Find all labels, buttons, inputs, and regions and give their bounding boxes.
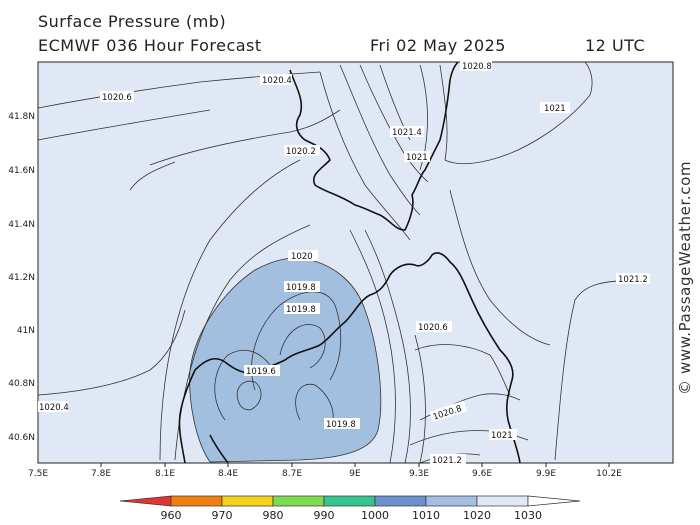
colorbar-segment — [374, 495, 427, 507]
colorbar-label: 970 — [212, 509, 233, 522]
forecast-subtitle: ECMWF 036 Hour Forecast — [38, 36, 262, 55]
svg-text:1019.8: 1019.8 — [286, 305, 316, 315]
x-tick-label: 10.2E — [596, 469, 622, 479]
svg-text:1021.4: 1021.4 — [392, 128, 422, 138]
svg-text:1020.6: 1020.6 — [102, 93, 132, 103]
isobar-label: 1021.2 — [430, 454, 466, 466]
svg-text:1021: 1021 — [544, 104, 566, 114]
svg-text:1019.8: 1019.8 — [286, 283, 316, 293]
x-tick-label: 9.6E — [472, 469, 492, 479]
x-tick-label: 7.8E — [91, 469, 111, 479]
colorbar-segment — [170, 495, 223, 507]
colorbar-label: 1010 — [412, 509, 440, 522]
svg-text:1021: 1021 — [491, 431, 513, 441]
isobar-label: 1021.4 — [390, 126, 424, 138]
colorbar-label: 990 — [314, 509, 335, 522]
y-tick-label: 40.6N — [8, 433, 35, 443]
colorbar-segment — [425, 495, 478, 507]
svg-text:1019.8: 1019.8 — [326, 420, 356, 430]
colorbar-label: 1000 — [361, 509, 389, 522]
colorbar-label: 960 — [161, 509, 182, 522]
svg-text:1020.4: 1020.4 — [262, 76, 292, 86]
svg-text:1021.2: 1021.2 — [618, 275, 648, 285]
x-axis-labels: 7.5E 7.8E 8.1E 8.4E 8.7E 9E 9.3E 9.6E 9.… — [28, 469, 622, 479]
y-tick-label: 41.8N — [8, 112, 35, 122]
isobar-label: 1021 — [489, 429, 517, 441]
y-tick-label: 40.8N — [8, 379, 35, 389]
svg-text:1020.4: 1020.4 — [39, 403, 69, 413]
isobar-label: 1020.2 — [284, 145, 320, 157]
colorbar-segment — [272, 495, 325, 507]
isobar-label: 1019.8 — [284, 281, 320, 293]
x-tick-label: 8.1E — [155, 469, 175, 479]
isobar-label: 1021 — [404, 151, 430, 163]
colorbar-label: 1020 — [463, 509, 491, 522]
isobar-label: 1020.4 — [38, 401, 69, 413]
colorbar-segment — [527, 495, 581, 507]
colorbar-segment — [476, 495, 529, 507]
isobar-label: 1020.8 — [460, 60, 492, 72]
map-title: Surface Pressure (mb) — [38, 12, 227, 31]
svg-text:1020.2: 1020.2 — [286, 147, 316, 157]
y-tick-label: 41.6N — [8, 166, 35, 176]
isobar-label: 1021 — [540, 102, 570, 114]
x-tick-label: 9.3E — [409, 469, 429, 479]
isobar-label: 1020.6 — [100, 91, 134, 103]
y-tick-label: 41.4N — [8, 220, 35, 230]
svg-text:1019.6: 1019.6 — [246, 367, 276, 377]
colorbar-label: 980 — [263, 509, 284, 522]
isobar-label: 1019.6 — [244, 365, 280, 377]
forecast-time: 12 UTC — [585, 36, 646, 55]
isobar-label: 1019.8 — [324, 418, 360, 430]
colorbar-segment — [119, 495, 172, 507]
svg-text:1020.6: 1020.6 — [418, 323, 448, 333]
y-tick-label: 41.2N — [8, 273, 35, 283]
svg-text:1020: 1020 — [291, 252, 313, 262]
y-axis-labels: 41.8N 41.6N 41.4N 41.2N 41N 40.8N 40.6N — [8, 112, 35, 443]
isobar-label-group: 1020.4 1020.8 1020.6 1021.4 1021 1021 10… — [38, 60, 650, 466]
x-axis-ticks — [100, 463, 610, 467]
isobar-label: 1020.6 — [416, 321, 452, 333]
colorbar-segment — [221, 495, 274, 507]
isobar-label: 1021.2 — [616, 273, 650, 285]
watermark-text: © www.PassageWeather.com — [676, 160, 694, 395]
svg-text:1020.8: 1020.8 — [462, 62, 492, 72]
isobar-label: 1020.4 — [260, 74, 292, 86]
isobar-lines — [38, 62, 646, 463]
x-tick-label: 9.9E — [536, 469, 556, 479]
isobar-label: 1019.8 — [284, 303, 320, 315]
svg-text:1021: 1021 — [406, 153, 428, 163]
isobar-label: 1020 — [288, 250, 318, 262]
y-tick-label: 41N — [17, 326, 35, 336]
forecast-date: Fri 02 May 2025 — [370, 36, 506, 55]
x-tick-label: 9E — [349, 469, 361, 479]
colorbar-label: 1030 — [514, 509, 542, 522]
x-tick-label: 7.5E — [28, 469, 48, 479]
x-tick-label: 8.7E — [282, 469, 302, 479]
colorbar-labels: 960 970 980 990 1000 1010 1020 1030 — [161, 509, 543, 522]
svg-text:1021.2: 1021.2 — [432, 456, 462, 466]
colorbar — [119, 495, 581, 507]
x-tick-label: 8.4E — [218, 469, 238, 479]
colorbar-segment — [323, 495, 376, 507]
